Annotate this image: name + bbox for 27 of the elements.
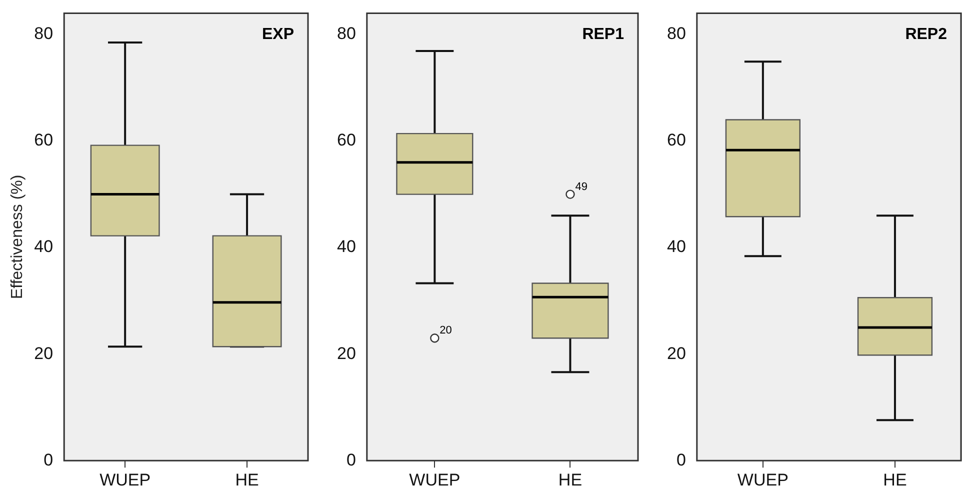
y-tick-label: 20 bbox=[34, 344, 54, 363]
y-tick-label: 80 bbox=[336, 24, 356, 44]
y-tick-label: 60 bbox=[34, 130, 54, 150]
y-tick-label: 20 bbox=[336, 344, 356, 363]
x-tick-label: WUEP bbox=[409, 470, 460, 490]
y-tick-label: 40 bbox=[666, 237, 686, 256]
y-tick-label: 40 bbox=[34, 237, 54, 256]
x-tick-label: WUEP bbox=[100, 470, 151, 490]
y-tick-label: 20 bbox=[666, 344, 686, 363]
y-tick-label: 60 bbox=[336, 130, 356, 150]
y-tick-label: 40 bbox=[336, 237, 356, 256]
x-tick-label: HE bbox=[235, 470, 259, 490]
text: REP1 bbox=[582, 26, 624, 43]
y-axis-title: Effectiveness (%) bbox=[9, 174, 26, 299]
x-tick-label: WUEP bbox=[737, 470, 788, 490]
text: REP2 bbox=[905, 26, 948, 43]
x-tick-label: HE bbox=[558, 470, 582, 490]
y-tick-label: 80 bbox=[666, 24, 686, 44]
y-tick-label: 60 bbox=[666, 130, 686, 150]
y-tick-label: 0 bbox=[44, 450, 54, 470]
y-tick-label: 0 bbox=[676, 450, 686, 470]
annotation: 49 bbox=[575, 180, 588, 193]
y-tick-label: 0 bbox=[346, 450, 356, 470]
text: EXP bbox=[262, 26, 294, 43]
x-tick-label: HE bbox=[883, 470, 907, 490]
annotation: 20 bbox=[440, 324, 452, 337]
y-tick-label: 80 bbox=[34, 24, 54, 44]
